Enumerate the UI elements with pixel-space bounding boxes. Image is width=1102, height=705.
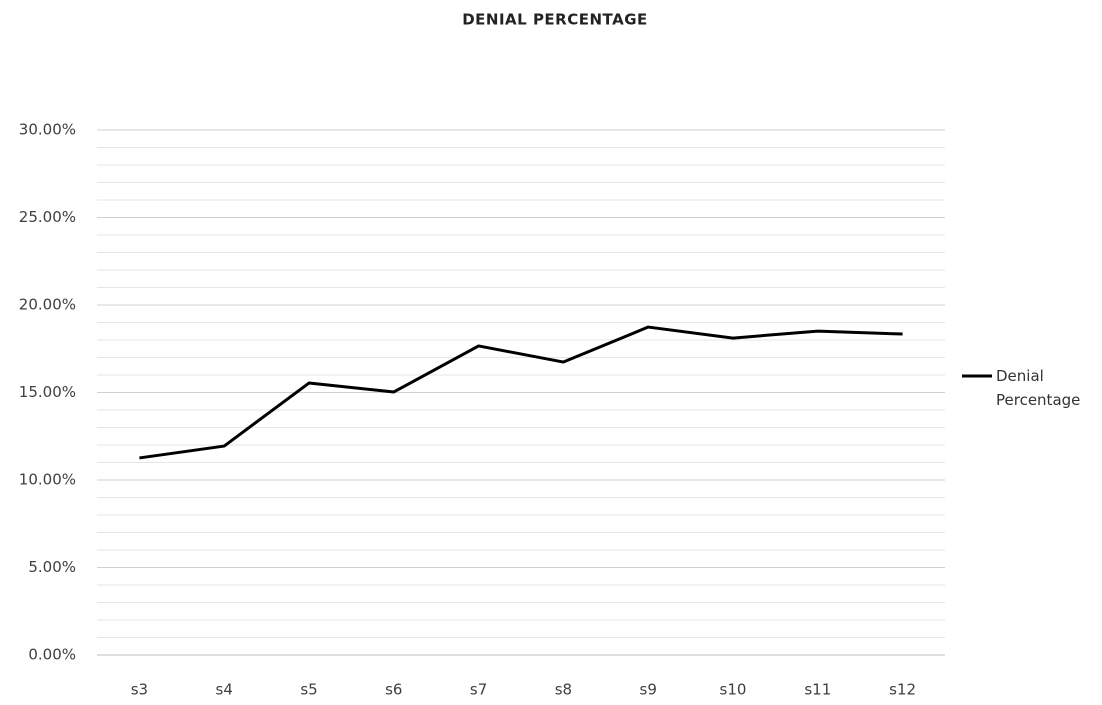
x-tick-label: s10: [720, 681, 747, 699]
x-tick-label: s6: [385, 681, 402, 699]
y-tick-label: 15.00%: [19, 383, 76, 401]
x-tick-label: s9: [640, 681, 657, 699]
x-tick-label: s7: [470, 681, 487, 699]
chart-title: DENIAL PERCENTAGE: [462, 11, 648, 29]
x-tick-label: s5: [300, 681, 317, 699]
y-tick-label: 5.00%: [28, 558, 76, 576]
y-tick-label: 10.00%: [19, 471, 76, 489]
x-tick-label: s3: [131, 681, 148, 699]
x-tick-label: s12: [889, 681, 916, 699]
y-tick-label: 30.00%: [19, 121, 76, 139]
y-tick-label: 0.00%: [28, 646, 76, 664]
x-tick-label: s11: [804, 681, 831, 699]
y-tick-label: 25.00%: [19, 208, 76, 226]
legend-label: Denial Percentage: [996, 367, 1081, 409]
x-tick-label: s4: [216, 681, 233, 699]
line-series: [139, 325, 903, 460]
y-tick-label: 20.00%: [19, 296, 76, 314]
x-tick-label: s8: [555, 681, 572, 699]
